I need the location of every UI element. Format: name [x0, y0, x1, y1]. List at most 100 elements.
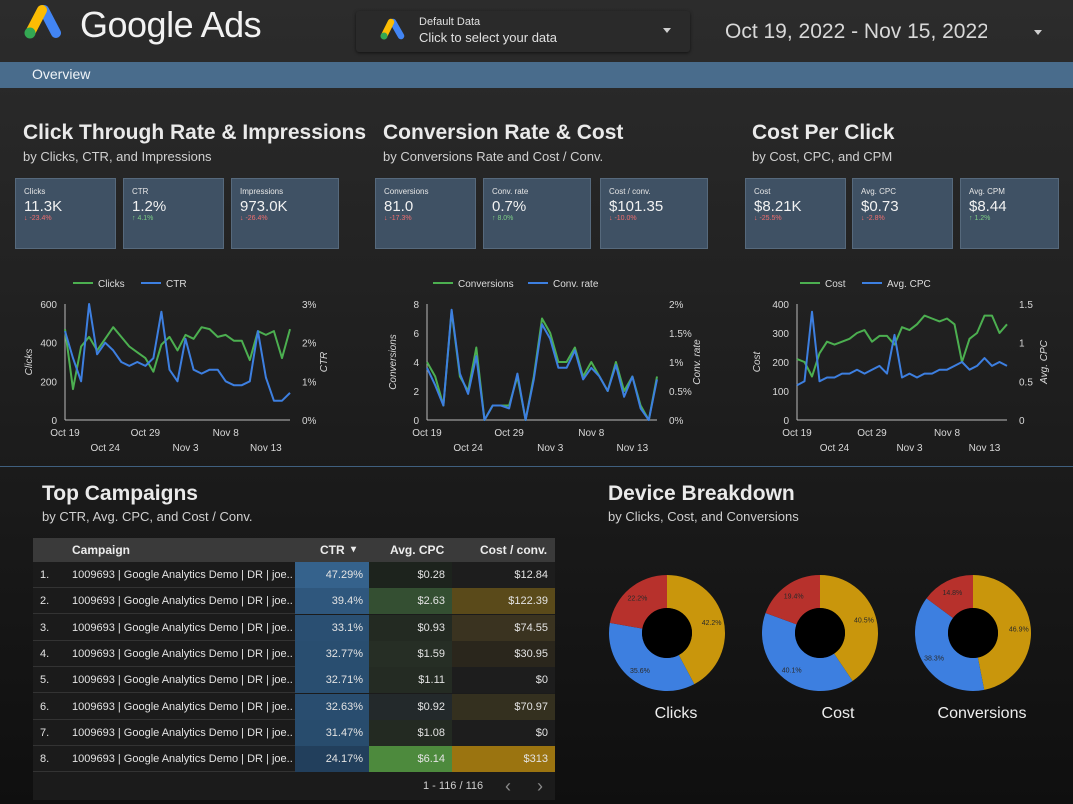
kpi-card-impressions: Impressions 973.0K ↓ -26.4% — [231, 178, 339, 249]
donut-label-conversions: Conversions — [937, 705, 1027, 722]
y-tick-label-left: 8 — [413, 300, 419, 311]
series-line-clicks — [64, 326, 291, 391]
date-range-text: Oct 19, 2022 - Nov 15, 2022 — [725, 20, 987, 43]
line-chart-cost-cpc: Cost Avg. CPC 0 100 200 300 400 0 0.5 1 1.5 Oct 19 O… — [752, 279, 1050, 454]
y-tick-label-right: 0% — [669, 416, 684, 427]
cost-per-conv-value: $74.55 — [514, 621, 548, 634]
x-tick-label: Nov 3 — [537, 443, 564, 454]
y-axis-title-right: CTR — [319, 352, 330, 373]
donut-slice-gold — [820, 575, 878, 681]
avg-cpc-value: $0.92 — [417, 700, 445, 713]
kpi-label: Avg. CPM — [969, 187, 1005, 196]
kpi-label: Cost / conv. — [609, 187, 651, 196]
x-tick-label: Oct 29 — [131, 428, 161, 439]
tab-overview[interactable]: Overview — [32, 66, 91, 82]
x-tick-label: Oct 24 — [453, 443, 483, 454]
campaign-name: 1009693 | Google Analytics Demo | DR | j… — [72, 569, 292, 581]
table-row[interactable]: 7. 1009693 | Google Analytics Demo | DR |… — [33, 719, 555, 746]
kpi-value: 0.7% — [492, 198, 527, 215]
kpi-delta: ↑ 8.0% — [492, 215, 514, 222]
row-number: 2. — [40, 595, 50, 608]
kpi-delta: ↑ 4.1% — [132, 215, 154, 222]
page-nav: Overview — [0, 62, 1073, 88]
table-row[interactable]: 3. 1009693 | Google Analytics Demo | DR |… — [33, 614, 555, 641]
table-row[interactable]: 6. 1009693 | Google Analytics Demo | DR |… — [33, 693, 555, 720]
cost-per-conv-value: $70.97 — [514, 700, 548, 713]
data-source-title: Default Data — [419, 16, 481, 28]
section-title-ctr: Click Through Rate & Impressions — [23, 121, 367, 144]
x-tick-label: Nov 8 — [934, 428, 961, 439]
row-number: 1. — [40, 569, 50, 581]
table-row[interactable]: 1. 1009693 | Google Analytics Demo | DR |… — [33, 562, 555, 588]
y-tick-label-right: 1 — [1019, 339, 1025, 350]
donut-slice-label: 40.5% — [854, 617, 874, 624]
prev-page-button[interactable]: ‹ — [505, 776, 511, 796]
y-tick-label-left: 2 — [413, 387, 419, 398]
kpi-value: $8.44 — [969, 198, 1007, 215]
row-number: 5. — [40, 674, 50, 687]
kpi-label: Avg. CPC — [861, 187, 896, 196]
kpi-value: $0.73 — [861, 198, 899, 215]
donut-slice-label: 46.9% — [1009, 627, 1029, 634]
kpi-label: Clicks — [24, 187, 46, 196]
x-tick-label: Oct 24 — [820, 443, 850, 454]
donut-slice-gold — [973, 575, 1031, 690]
kpi-label: Cost — [754, 187, 771, 196]
kpi-label: Conversions — [384, 187, 429, 196]
x-tick-label: Oct 19 — [782, 428, 812, 439]
campaigns-table: Campaign CTR ▾ Avg. CPC Cost / conv. 1. 1… — [33, 538, 555, 800]
donut-slice-label: 22.2% — [628, 596, 648, 603]
kpi-delta: ↓ -2.8% — [861, 215, 885, 222]
x-tick-label: Nov 13 — [250, 443, 282, 454]
donut-slice-red — [926, 575, 973, 619]
y-tick-label-left: 0 — [783, 416, 789, 427]
ctr-value: 39.4% — [331, 595, 363, 608]
y-tick-label-right: 0% — [302, 416, 317, 427]
table-row[interactable]: 4. 1009693 | Google Analytics Demo | DR |… — [33, 640, 555, 667]
donut-chart-conversions: 46.9% 38.3% 14.8% — [915, 575, 1031, 691]
ctr-value: 33.1% — [331, 621, 363, 634]
section-subtitle-conv: by Conversions Rate and Cost / Conv. — [383, 149, 604, 164]
next-page-button[interactable]: › — [537, 776, 543, 796]
sort-desc-icon: ▾ — [351, 544, 357, 555]
kpi-value: 1.2% — [132, 198, 167, 215]
section-title-campaigns: Top Campaigns — [42, 482, 198, 505]
donut-chart-cost: 40.5% 40.1% 19.4% — [762, 575, 878, 691]
line-chart-conversions-rate: Conversions Conv. rate 0 2 4 6 8 0% 0.5% 1% 1.5% 2%… — [388, 279, 703, 454]
y-axis-title-left: Conversions — [388, 334, 399, 390]
col-header-ctr[interactable]: CTR — [320, 543, 345, 557]
legend-label: Conversions — [458, 279, 514, 290]
table-row[interactable]: 8. 1009693 | Google Analytics Demo | DR |… — [33, 746, 555, 773]
data-source-selector[interactable]: Default Data Click to select your data — [356, 11, 690, 52]
y-tick-label-left: 600 — [40, 300, 57, 311]
ctr-value: 32.77% — [325, 647, 363, 660]
x-tick-label: Nov 13 — [617, 443, 649, 454]
kpi-value: 11.3K — [24, 198, 63, 215]
kpi-card-avg-cpc: Avg. CPC $0.73 ↓ -2.8% — [852, 178, 953, 249]
x-tick-label: Oct 29 — [494, 428, 524, 439]
series-line-avg-cpc — [796, 310, 1008, 387]
col-header-campaign[interactable]: Campaign — [72, 543, 131, 557]
x-tick-label: Nov 8 — [578, 428, 605, 439]
kpi-value: 81.0 — [384, 198, 414, 215]
col-header-cost-per-conv[interactable]: Cost / conv. — [480, 543, 548, 557]
table-row[interactable]: 2. 1009693 | Google Analytics Demo | DR |… — [33, 588, 555, 615]
y-axis-title-left: Cost — [752, 350, 763, 372]
date-range-picker[interactable]: Oct 19, 2022 - Nov 15, 2022 — [715, 13, 1060, 53]
kpi-delta: ↓ -26.4% — [240, 215, 268, 222]
kpi-delta: ↓ -25.5% — [754, 215, 782, 222]
table-row[interactable]: 5. 1009693 | Google Analytics Demo | DR |… — [33, 667, 555, 694]
row-number: 7. — [40, 726, 50, 739]
kpi-value: $8.21K — [754, 198, 802, 215]
donut-hole — [795, 608, 845, 658]
cost-per-conv-value: $0 — [535, 674, 548, 687]
cost-per-conv-value: $313 — [523, 753, 548, 766]
x-tick-label: Nov 3 — [896, 443, 923, 454]
avg-cpc-value: $2.63 — [417, 595, 445, 608]
y-tick-label-left: 400 — [772, 300, 789, 311]
avg-cpc-value: $1.59 — [417, 647, 445, 660]
legend-label: Conv. rate — [553, 279, 599, 290]
col-header-avg-cpc[interactable]: Avg. CPC — [390, 543, 445, 557]
row-number: 4. — [40, 647, 50, 660]
cost-per-conv-value: $12.84 — [514, 569, 548, 581]
